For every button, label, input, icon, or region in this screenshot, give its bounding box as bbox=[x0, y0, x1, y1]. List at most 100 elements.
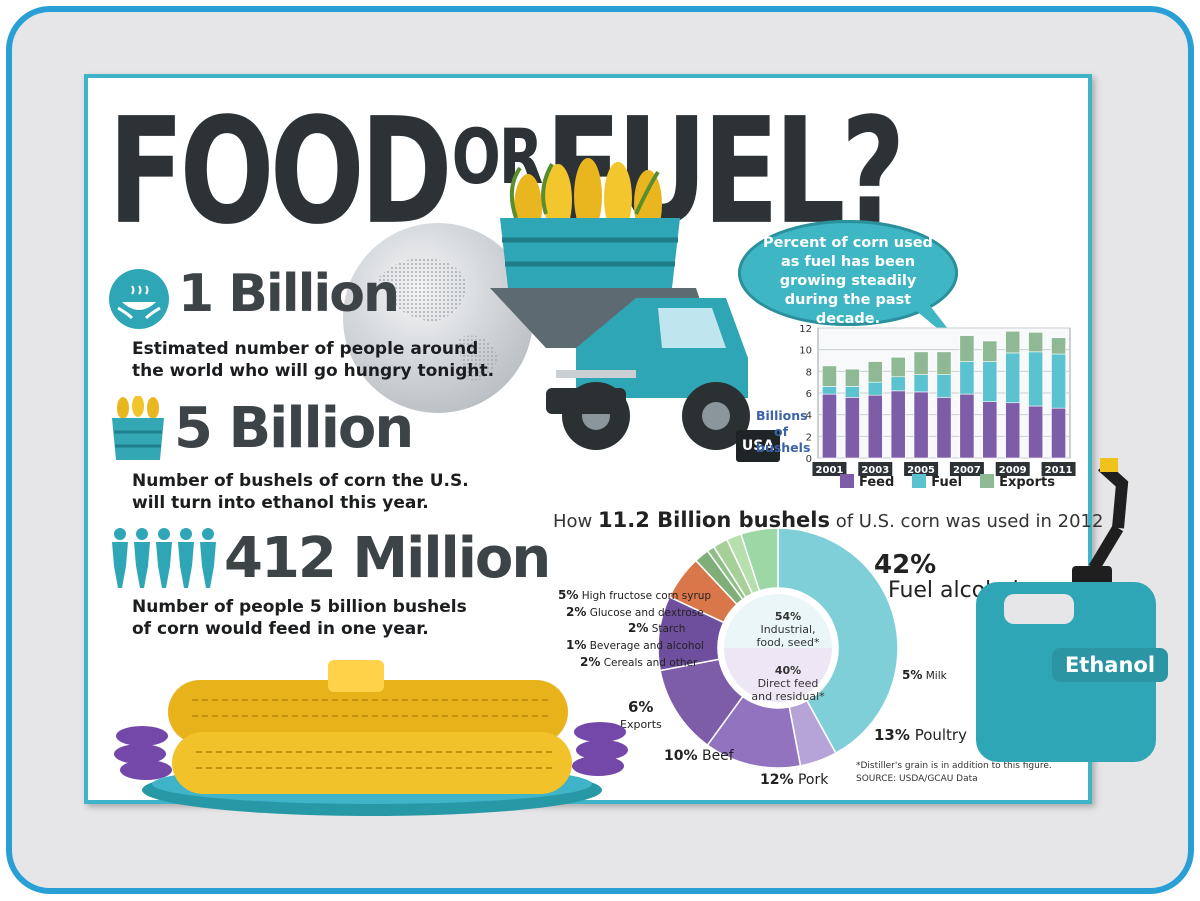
slice-label-fuel: Fuel alcohol bbox=[888, 578, 1019, 603]
donut-hole-top bbox=[724, 594, 832, 648]
slice-pct: 2% bbox=[566, 605, 587, 619]
bar-fuel-2006 bbox=[936, 374, 952, 398]
bar-feed-2003 bbox=[867, 394, 883, 459]
slice-pct: 5% bbox=[902, 668, 923, 682]
bar-exports-2001 bbox=[822, 365, 837, 387]
slice-pct: 12% bbox=[760, 772, 794, 788]
x-tick-label: 2007 bbox=[953, 465, 981, 476]
x-tick-label: 2009 bbox=[999, 465, 1027, 476]
slice-name: Cereals and other bbox=[603, 657, 698, 669]
x-tick-badge bbox=[1041, 462, 1076, 476]
x-tick-badge bbox=[812, 462, 847, 476]
slice-name: Poultry bbox=[914, 726, 967, 744]
donut-title-pre: How bbox=[553, 511, 598, 532]
slice-label-pork: 12% Pork bbox=[760, 772, 828, 788]
stat-desc-people: Number of people 5 billion bushels of cor… bbox=[132, 596, 467, 640]
bar-feed-2010 bbox=[1028, 405, 1044, 459]
stat-desc-line: the world who will go hungry tonight. bbox=[132, 361, 495, 381]
x-tick-label: 2005 bbox=[907, 465, 935, 476]
bar-feed-2007 bbox=[959, 393, 975, 459]
legend-label: Fuel bbox=[931, 475, 963, 490]
chart-legend: Feed Fuel Exports bbox=[840, 474, 1055, 490]
group-line: food, seed* bbox=[756, 636, 820, 649]
bar-exports-2006 bbox=[936, 351, 952, 375]
y-tick-label: 6 bbox=[806, 389, 812, 400]
corn-truck-illustration bbox=[490, 158, 750, 450]
source-text: SOURCE: USDA/GCAU Data bbox=[856, 774, 978, 784]
bar-exports-2005 bbox=[913, 351, 929, 375]
bar-feed-2004 bbox=[890, 390, 906, 459]
stat-desc-line: of corn would feed in one year. bbox=[132, 619, 429, 639]
people-chain-icon bbox=[112, 528, 216, 588]
slice-name: High fructose corn syrup bbox=[581, 590, 712, 602]
bar-feed-2002 bbox=[844, 397, 860, 459]
slice-label-hfcs: 5% High fructose corn syrup bbox=[558, 588, 711, 602]
slice-name: Beverage and alcohol bbox=[589, 640, 704, 652]
legend-item-feed: Feed bbox=[840, 474, 894, 490]
corn-plate-illustration bbox=[114, 660, 628, 816]
legend-swatch-fuel bbox=[912, 474, 927, 488]
slice-label-starch: 2% Starch bbox=[628, 621, 685, 635]
hands-bowl-icon bbox=[109, 269, 169, 329]
bar-feed-2009 bbox=[1005, 402, 1021, 459]
legend-item-exports: Exports bbox=[980, 474, 1055, 490]
bar-fuel-2007 bbox=[959, 361, 975, 395]
bar-fuel-2004 bbox=[890, 376, 906, 392]
footnote-text: *Distiller's grain is in addition to thi… bbox=[856, 761, 1052, 771]
slice-label-beef: 10% Beef bbox=[664, 748, 734, 764]
globe-icon bbox=[343, 223, 533, 413]
y-tick-label: 8 bbox=[806, 367, 812, 378]
bar-feed-2008 bbox=[982, 401, 998, 459]
donut-title-post: of U.S. corn was used in 2012 bbox=[829, 511, 1104, 532]
title-food: FOOD bbox=[108, 87, 453, 258]
slice-name: Pork bbox=[797, 772, 829, 788]
gas-can-label: Ethanol bbox=[1052, 648, 1168, 682]
x-tick-badge bbox=[858, 462, 893, 476]
stat-desc-line: will turn into ethanol this year. bbox=[132, 493, 429, 513]
group-label-feed: 40% Direct feed and residual* bbox=[748, 664, 828, 703]
legend-label: Exports bbox=[999, 475, 1055, 490]
group-line: Industrial, bbox=[760, 623, 816, 636]
slice-pct-exports: 6% bbox=[628, 698, 654, 716]
stat-desc-hungry: Estimated number of people around the wor… bbox=[132, 338, 494, 382]
bar-feed-2001 bbox=[822, 393, 837, 459]
y-tick-label: 10 bbox=[799, 346, 812, 357]
slice-label-poultry: 13% Poultry bbox=[874, 726, 967, 744]
donut-hole-bottom bbox=[724, 648, 832, 702]
chart-footnote: *Distiller's grain is in addition to thi… bbox=[856, 760, 1052, 786]
bar-feed-2011 bbox=[1051, 407, 1066, 459]
slice-pct: 13% bbox=[874, 726, 910, 744]
bar-fuel-2011 bbox=[1051, 353, 1066, 409]
bar-fuel-2005 bbox=[913, 374, 929, 393]
gas-can-icon bbox=[976, 458, 1156, 762]
slice-pct: 5% bbox=[558, 588, 579, 602]
donut-slice-high-fructose-corn-syrup bbox=[739, 527, 779, 592]
legend-swatch-exports bbox=[980, 474, 995, 488]
slice-name: Beef bbox=[701, 748, 734, 764]
bar-fuel-2002 bbox=[844, 386, 860, 398]
legend-swatch-feed bbox=[840, 474, 854, 488]
bar-fuel-2003 bbox=[867, 381, 883, 396]
slice-name: Glucose and dextrose bbox=[589, 607, 704, 619]
stat-desc-line: Number of bushels of corn the U.S. bbox=[132, 471, 469, 491]
x-tick-badge bbox=[904, 462, 939, 476]
y-tick-label: 12 bbox=[799, 324, 812, 335]
bar-fuel-2009 bbox=[1005, 352, 1021, 404]
bar-exports-2003 bbox=[867, 361, 883, 383]
infographic-poster: FOODORFUEL? 1 Billion Estimated number o… bbox=[84, 74, 1168, 816]
x-tick-label: 2011 bbox=[1045, 465, 1073, 476]
bar-exports-2004 bbox=[890, 356, 906, 378]
y-tick-label: 2 bbox=[806, 432, 812, 443]
group-label-industrial: 54% Industrial, food, seed* bbox=[748, 610, 828, 649]
corn-usage-donut-chart bbox=[657, 527, 899, 769]
bar-exports-2009 bbox=[1005, 330, 1021, 354]
stat-value-hungry: 1 Billion bbox=[178, 264, 400, 324]
legend-label: Feed bbox=[859, 475, 895, 490]
bar-feed-2006 bbox=[936, 397, 952, 459]
x-tick-badge bbox=[949, 462, 984, 476]
stat-value-ethanol: 5 Billion bbox=[174, 396, 414, 461]
bar-exports-2008 bbox=[982, 340, 998, 362]
slice-name: Milk bbox=[925, 670, 947, 682]
y-axis-label: Billions of bushels bbox=[756, 408, 811, 455]
callout-text: Percent of corn used as fuel has been gr… bbox=[763, 235, 933, 327]
